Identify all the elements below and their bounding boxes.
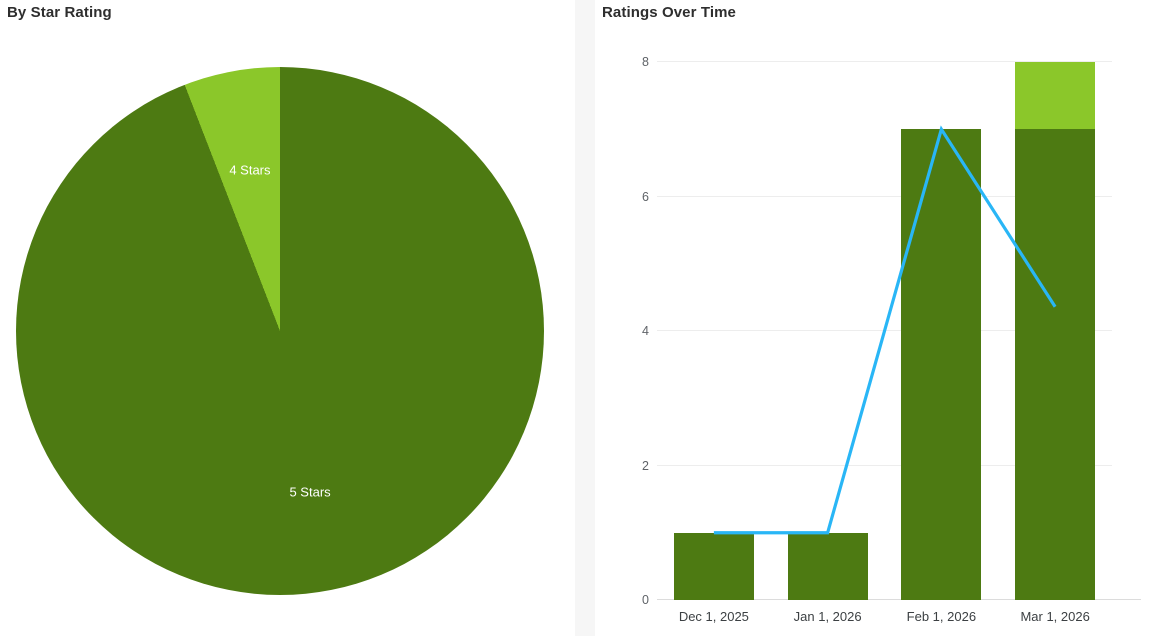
bar-4-stars-3[interactable] — [1015, 62, 1096, 130]
x-axis-tick-0: Dec 1, 2025 — [678, 609, 749, 624]
y-axis-tick-2: 2 — [642, 458, 649, 473]
gridline-0 — [657, 599, 1141, 600]
star-rating-panel: By Star Rating 5 Stars 4 Stars — [0, 0, 575, 636]
pie-chart-title: By Star Rating — [7, 4, 112, 21]
y-axis-tick-4: 4 — [642, 324, 649, 338]
pie-slice-label-4-stars: 4 Stars — [229, 162, 271, 178]
y-axis-tick-0: 0 — [642, 593, 649, 607]
ratings-over-time-panel: Ratings Over Time 0 2 4 6 8 Dec 1, 2025 Jan 1,… — [595, 0, 1152, 636]
bar-chart-title: Ratings Over Time — [602, 4, 736, 21]
trend-line[interactable] — [713, 125, 1057, 535]
x-axis-tick-1: Jan 1, 2026 — [793, 609, 862, 624]
pie-slice-label-5-stars: 5 Stars — [289, 484, 331, 500]
ratings-over-time-chart: 0 2 4 6 8 Dec 1, 2025 Jan 1, 2026 Feb 1, 2026 Ma… — [642, 55, 1141, 624]
y-axis-tick-6: 6 — [642, 189, 649, 204]
bar-5-stars-3[interactable] — [1015, 129, 1096, 600]
x-axis-tick-3: Mar 1, 2026 — [1020, 609, 1090, 624]
star-rating-pie-chart: 5 Stars 4 Stars — [16, 67, 544, 595]
panel-divider — [575, 0, 595, 636]
bar-5-stars-0[interactable] — [673, 532, 754, 600]
bar-5-stars-1[interactable] — [787, 532, 868, 600]
bar-5-stars-2[interactable] — [901, 129, 982, 600]
x-axis-tick-2: Feb 1, 2026 — [906, 609, 977, 624]
gridline-8 — [657, 61, 1112, 62]
y-axis-tick-8: 8 — [642, 55, 649, 69]
pie-graphic[interactable] — [16, 67, 544, 595]
